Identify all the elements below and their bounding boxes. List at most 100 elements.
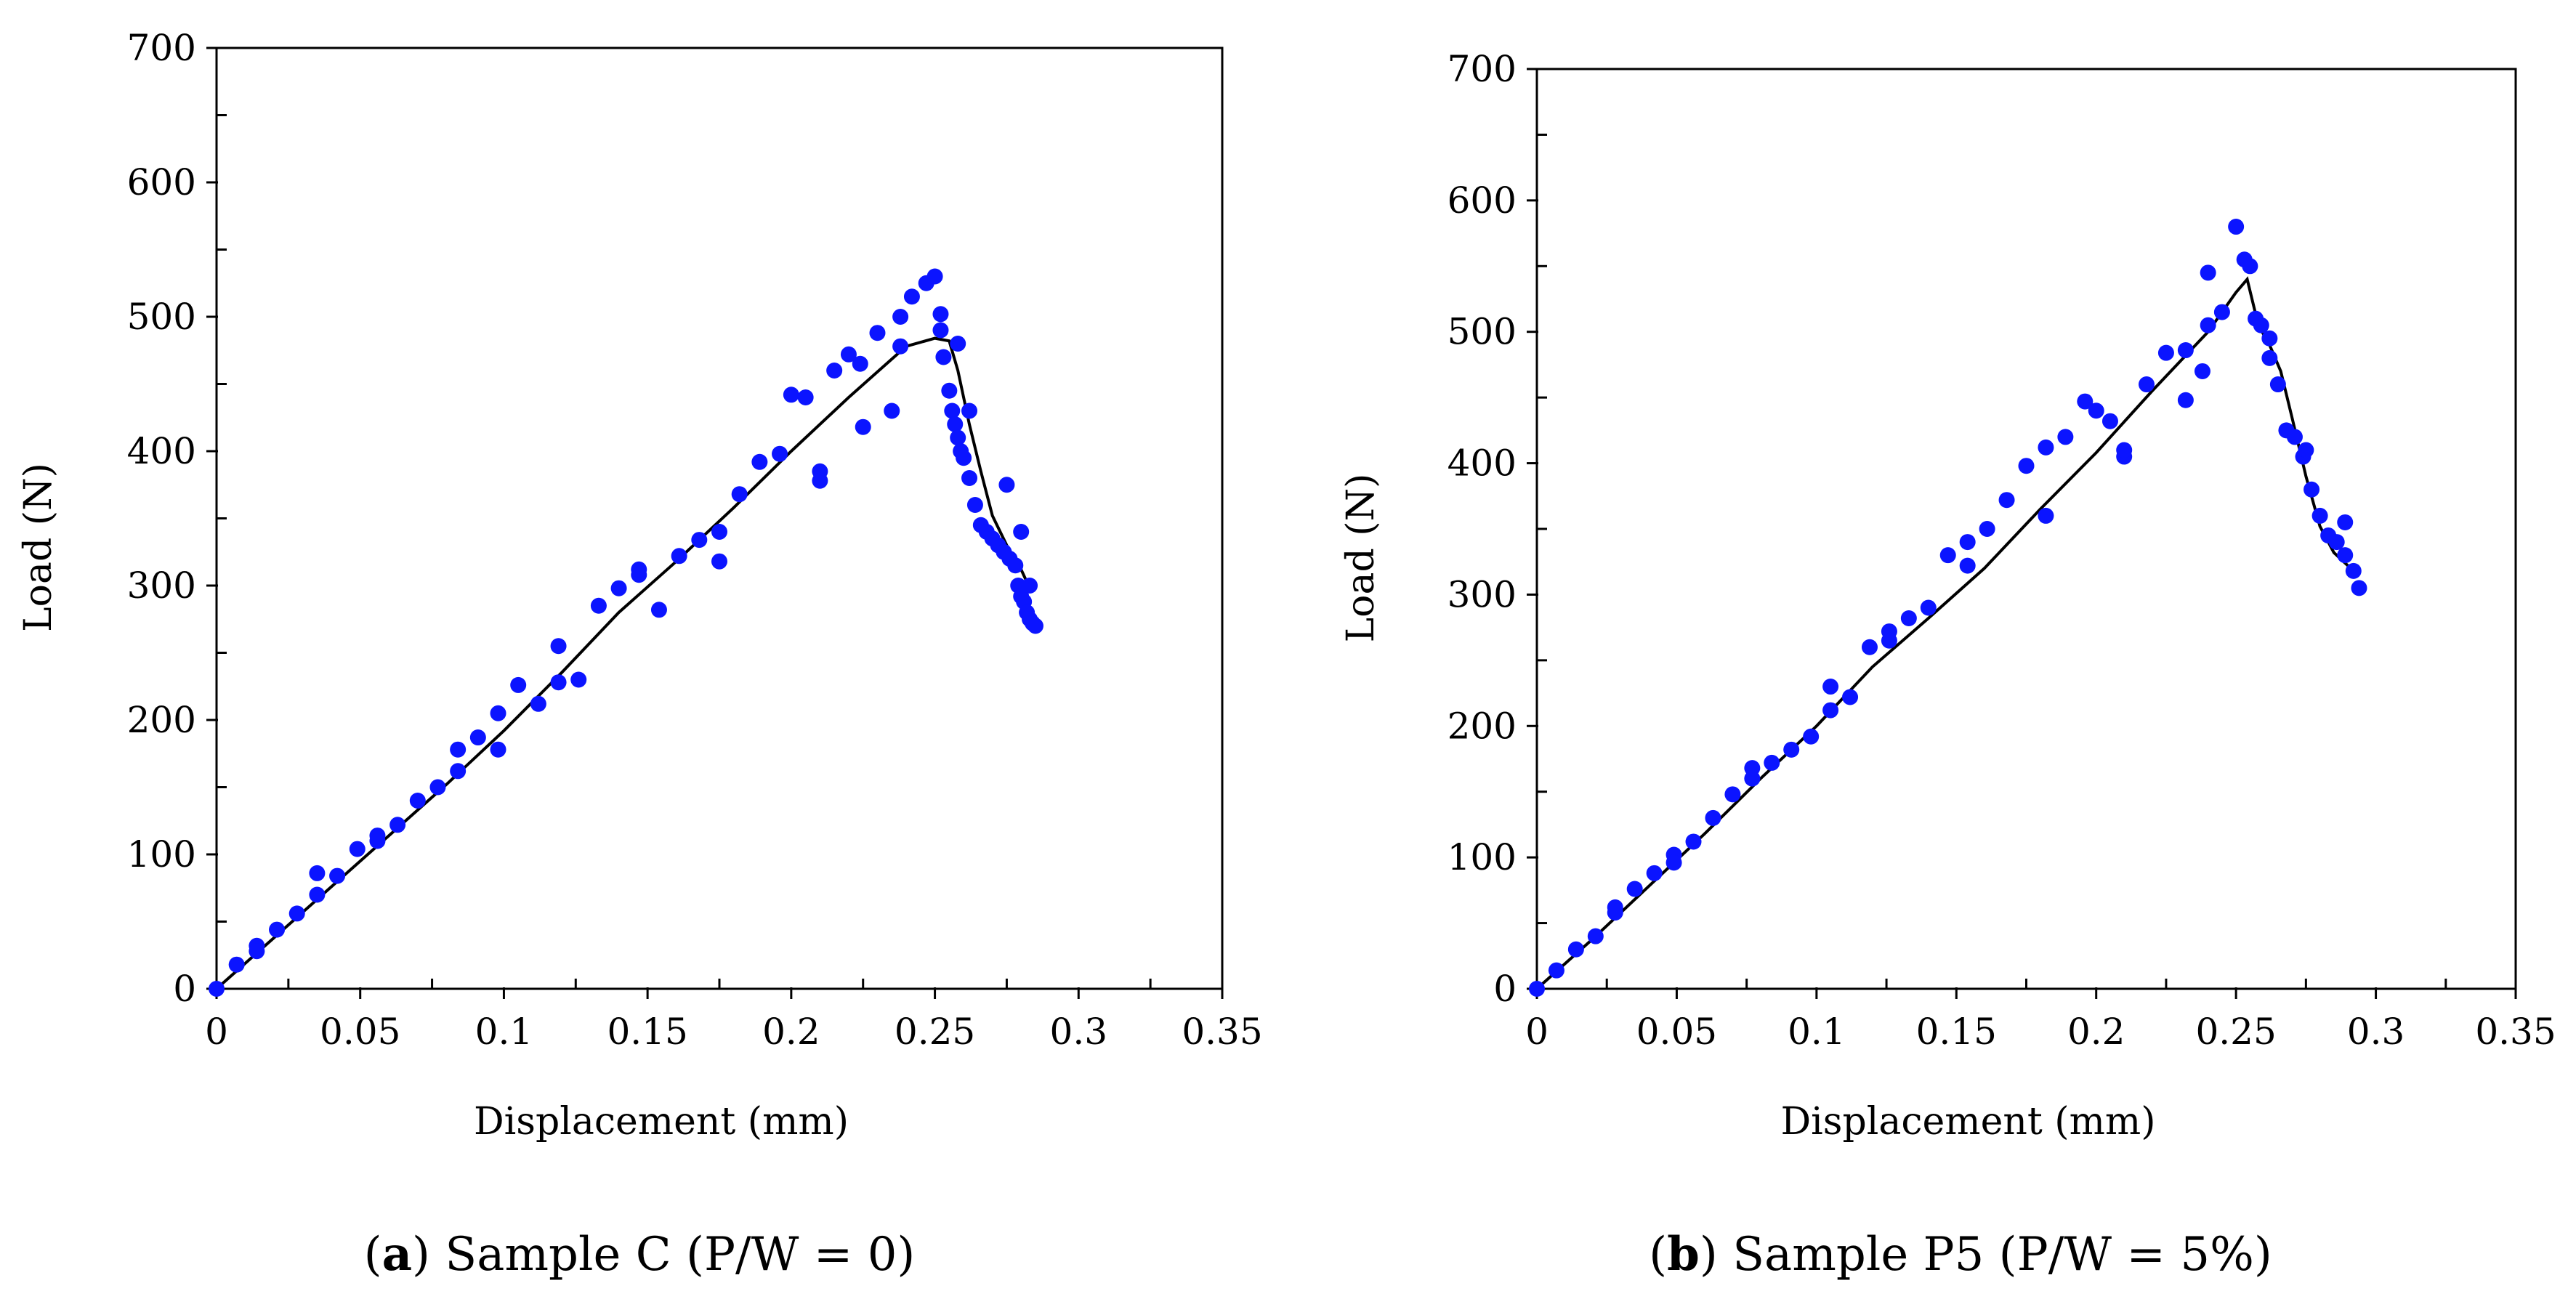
data-point [2177,342,2194,359]
data-point [2242,258,2258,275]
data-point [349,841,366,857]
data-point [2088,402,2104,419]
data-point [869,325,886,341]
data-point [840,346,857,363]
y-tick-label: 100 [127,833,196,875]
data-point [1998,492,2015,509]
caption-open-paren: ( [364,1228,382,1282]
data-point [961,470,978,486]
data-point [884,402,900,419]
data-point [510,676,527,693]
data-point [1881,632,1897,649]
data-point [812,472,828,489]
x-tick-label: 0.35 [2475,1011,2556,1053]
data-point [550,638,567,655]
data-point [1979,521,1995,537]
x-tick-label: 0.1 [475,1011,533,1053]
data-point [2261,349,2278,366]
data-point [2253,317,2269,333]
data-point [610,580,627,596]
x-tick-label: 0.3 [2347,1011,2405,1053]
data-point [711,524,727,540]
y-axis-title: Load (N) [1339,474,1383,643]
data-point [570,671,587,688]
data-point [1587,928,1604,944]
data-point [2177,392,2194,408]
data-point [892,338,909,355]
y-tick-label: 500 [1448,311,1517,353]
data-point [309,886,326,903]
data-point [329,867,346,884]
data-point [1705,809,1721,826]
data-point [1744,760,1761,777]
data-point [590,597,607,614]
chart-b: 0 100 200 300 400 500 600 700 0 0.05 0.1 0.15 0.2 0.2… [1339,48,2556,1282]
data-point [1529,981,1545,997]
data-point [2337,514,2354,530]
data-point [892,309,909,325]
x-tick-label: 0.2 [762,1011,820,1053]
data-point [209,981,225,997]
data-point [288,905,305,922]
data-point [2157,344,2174,361]
data-point [550,674,567,691]
data-point [783,387,799,403]
y-tick-label: 400 [1448,442,1517,485]
data-point [1783,741,1800,758]
data-point [950,429,966,446]
x-tick-label: 0.3 [1050,1011,1108,1053]
x-tick-label: 0.25 [2195,1011,2276,1053]
x-tick-label: 0.25 [895,1011,975,1053]
y-tick-label: 300 [127,565,196,607]
figure-caption: (b) Sample P5 (P/W = 5%) [1649,1227,2272,1282]
x-tick-label: 0.35 [1182,1011,1262,1053]
data-point [671,548,687,565]
y-tick-label: 200 [1448,705,1517,747]
data-point [650,602,667,618]
data-point [1822,679,1839,695]
y-tick-label: 400 [127,430,196,472]
x-tick-label: 0.15 [1916,1011,1997,1053]
data-point [2038,507,2054,524]
caption-text: ) Sample C (P/W = 0) [412,1228,915,1282]
data-point [1626,881,1643,897]
figure-caption: (a) Sample C (P/W = 0) [364,1227,916,1282]
data-point [1900,610,1917,626]
data-point [469,729,486,746]
y-tick-label: 700 [1448,48,1517,90]
data-point [2351,580,2367,596]
data-point [2057,429,2074,445]
data-point [1007,557,1024,574]
y-tick-label: 0 [1493,968,1517,1010]
y-tick-label: 500 [127,296,196,338]
data-point [932,322,949,339]
data-point [2200,317,2216,333]
data-point [1013,524,1030,540]
data-point [711,553,727,570]
data-point [269,921,286,938]
data-point [1548,962,1564,979]
data-point [409,793,426,809]
data-point [751,453,768,470]
y-tick-label: 0 [173,968,196,1010]
data-point [966,497,983,513]
data-point [2311,507,2328,524]
data-point [944,402,961,419]
data-point [1959,557,1976,574]
data-point [2286,429,2303,445]
data-point [852,355,868,372]
data-point [2116,442,2133,458]
data-point [2038,439,2054,456]
plot-frame [1535,68,2517,990]
data-point [1646,865,1663,881]
x-axis-title: Displacement (mm) [474,1100,849,1144]
data-point [772,445,788,462]
data-point [961,402,978,419]
data-point [1022,578,1038,594]
data-point [1027,618,1043,634]
caption-text: ) Sample P5 (P/W = 5%) [1700,1228,2272,1282]
data-point [249,943,265,960]
data-point [1939,547,1956,564]
data-point [1822,702,1839,719]
data-point [950,336,966,352]
